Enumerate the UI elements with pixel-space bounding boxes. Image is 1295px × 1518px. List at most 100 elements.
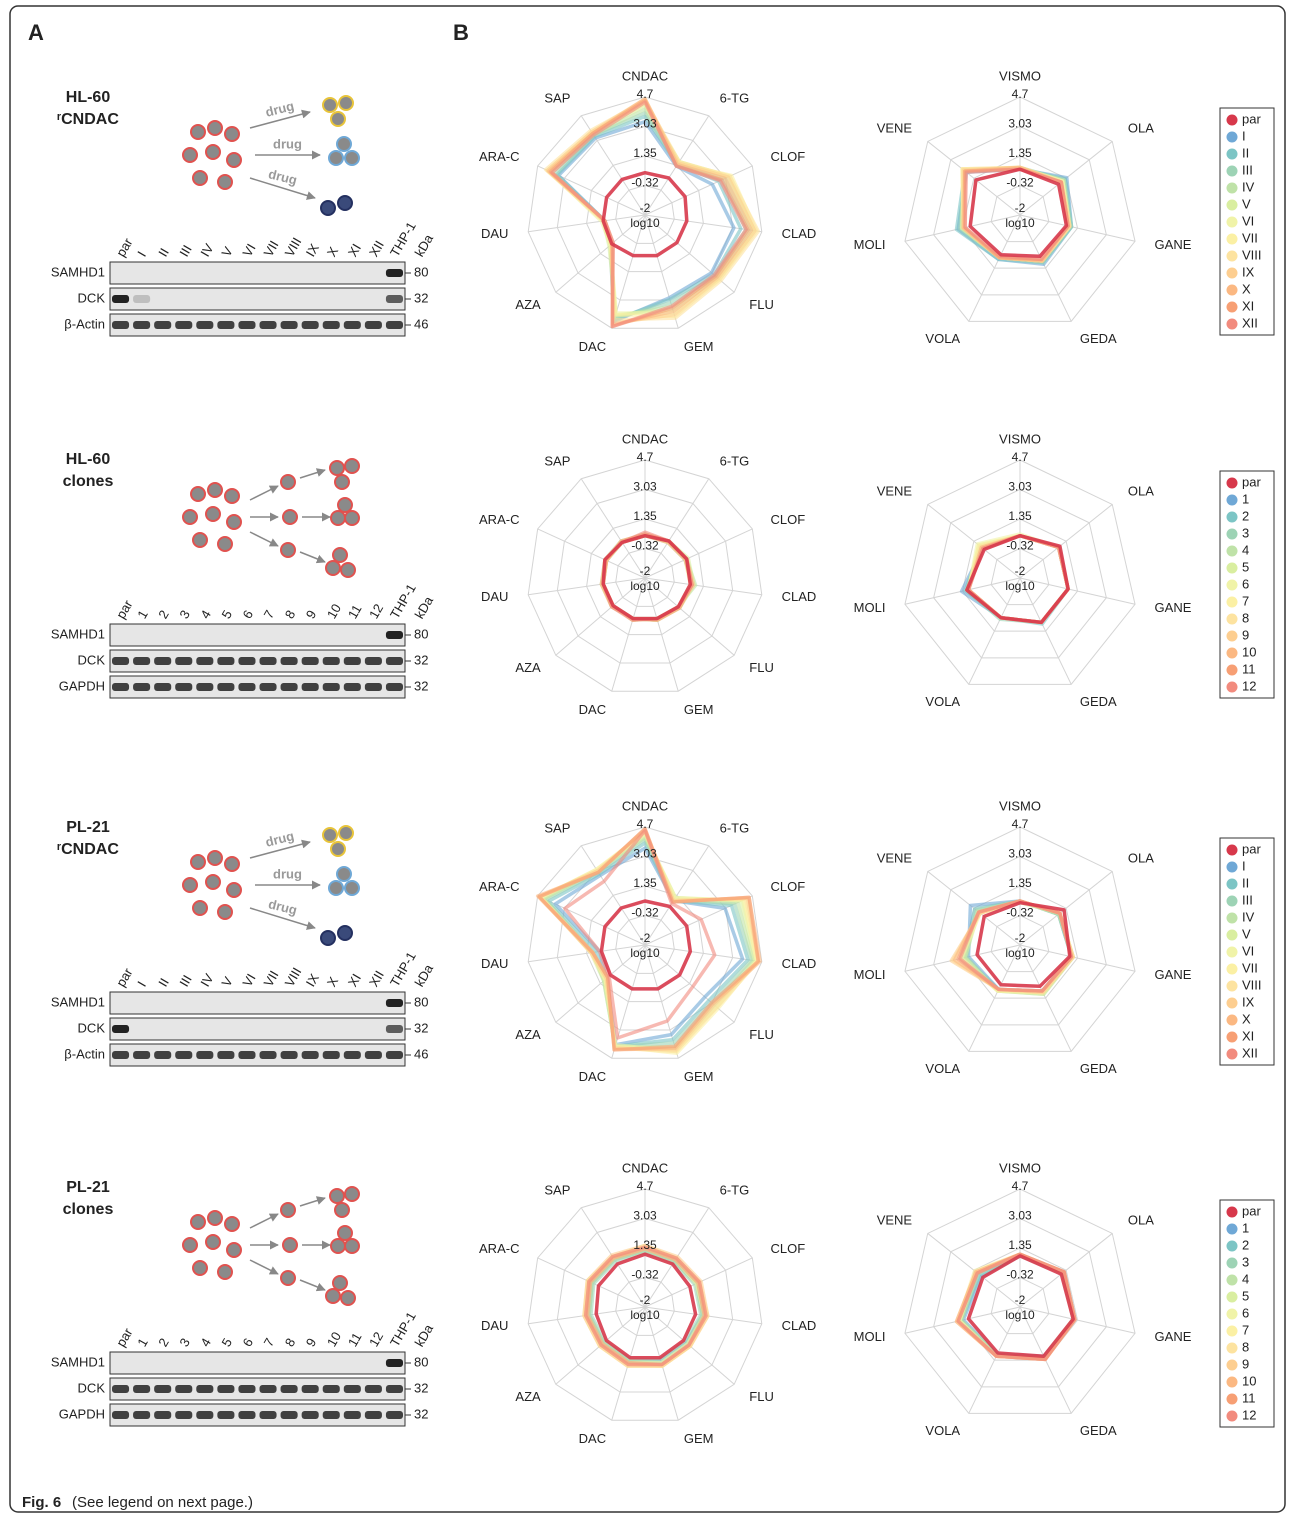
blot-label: SAMHD1 (51, 994, 105, 1009)
blot-band (112, 321, 129, 329)
panel-label: B (453, 20, 469, 45)
lane-label: 3 (176, 1335, 193, 1349)
legend-swatch (1227, 319, 1238, 330)
axis-label: ARA-C (479, 512, 519, 527)
kda-value: 80 (414, 994, 428, 1009)
cell (227, 1243, 241, 1257)
blot-band (386, 321, 403, 329)
blot-band (238, 657, 255, 665)
cell (191, 487, 205, 501)
blot-band (133, 657, 150, 665)
blot-band (260, 657, 277, 665)
cell (193, 171, 207, 185)
legend-swatch (1227, 998, 1238, 1009)
legend-label: 12 (1242, 1407, 1256, 1422)
blot-label: β-Actin (64, 316, 105, 331)
arrow-label: drug (273, 136, 302, 151)
spoke (528, 578, 645, 595)
lane-label: 1 (134, 607, 151, 621)
cell (191, 855, 205, 869)
blot-band (386, 999, 403, 1007)
legend-label: VI (1242, 943, 1254, 958)
spoke (1020, 1307, 1135, 1333)
cell (339, 96, 353, 110)
cell (225, 127, 239, 141)
lane-label: VII (261, 968, 282, 989)
legend-label: 4 (1242, 1271, 1249, 1286)
cell (333, 1276, 347, 1290)
blot-band (302, 321, 319, 329)
axis-label: CNDAC (622, 68, 668, 83)
r-axis-label: log10 (630, 216, 660, 230)
spoke (1020, 945, 1135, 971)
row-title: clones (63, 473, 114, 490)
blot-band (154, 1385, 171, 1393)
lane-label: 2 (155, 607, 172, 621)
blot-band (281, 683, 298, 691)
axis-label: FLU (749, 1389, 774, 1404)
legend-label: 12 (1242, 678, 1256, 693)
lane-label: II (155, 245, 172, 259)
blot-band (386, 1411, 403, 1419)
cell (206, 507, 220, 521)
legend-label: IX (1242, 264, 1255, 279)
axis-label: AZA (515, 660, 541, 675)
lane-label: IV (197, 241, 216, 259)
cell (329, 151, 343, 165)
blot-band (260, 683, 277, 691)
blot-label: SAMHD1 (51, 1354, 105, 1369)
r-tick-label: 3.03 (1008, 117, 1032, 131)
blot-band (281, 1411, 298, 1419)
legend-swatch (1227, 132, 1238, 143)
legend-swatch (1227, 1275, 1238, 1286)
blot-strip (110, 1018, 405, 1040)
cell (345, 151, 359, 165)
blot-band (365, 1411, 382, 1419)
legend-swatch (1227, 1411, 1238, 1422)
cell (183, 510, 197, 524)
cell (193, 533, 207, 547)
legend-swatch (1227, 1326, 1238, 1337)
legend-label: 11 (1242, 1390, 1256, 1405)
axis-label: ARA-C (479, 879, 519, 894)
legend-label: VII (1242, 230, 1258, 245)
legend-swatch (1227, 631, 1238, 642)
arrow (300, 1198, 325, 1206)
axis-label: CLOF (771, 149, 806, 164)
legend-swatch (1227, 546, 1238, 557)
legend-swatch (1227, 614, 1238, 625)
blot-band (154, 683, 171, 691)
axis-label: MOLI (854, 1329, 886, 1344)
axis-label: FLU (749, 1027, 774, 1042)
r-tick-label: 1.35 (633, 876, 657, 890)
page: {"panel_a": {"label": "A", "rows": [ {"t… (0, 0, 1295, 1518)
lane-label: VII (261, 238, 282, 259)
row-title: HL-60 (66, 89, 111, 106)
legend-swatch (1227, 1207, 1238, 1218)
blot-band (302, 657, 319, 665)
legend-swatch (1227, 1292, 1238, 1303)
cell (323, 98, 337, 112)
blot-band (365, 321, 382, 329)
axis-label: OLA (1128, 850, 1154, 865)
cell (183, 148, 197, 162)
lane-label: 7 (261, 607, 278, 621)
caption-text: (See legend on next page.) (72, 1494, 253, 1511)
legend-swatch (1227, 115, 1238, 126)
cell (227, 883, 241, 897)
axis-label: 6-TG (720, 1182, 750, 1197)
lane-label: 10 (324, 1329, 344, 1349)
legend-swatch (1227, 200, 1238, 211)
legend-label: par (1242, 841, 1261, 856)
legend-label: XI (1242, 298, 1254, 313)
lane-label: XII (366, 968, 387, 989)
blot-band (196, 657, 213, 665)
cell (331, 842, 345, 856)
legend-swatch (1227, 1394, 1238, 1405)
legend-label: XII (1242, 315, 1258, 330)
lane-label: 9 (303, 1335, 320, 1349)
legend-label: 2 (1242, 508, 1249, 523)
legend-swatch (1227, 1015, 1238, 1026)
cell (345, 1187, 359, 1201)
cell (338, 196, 352, 210)
